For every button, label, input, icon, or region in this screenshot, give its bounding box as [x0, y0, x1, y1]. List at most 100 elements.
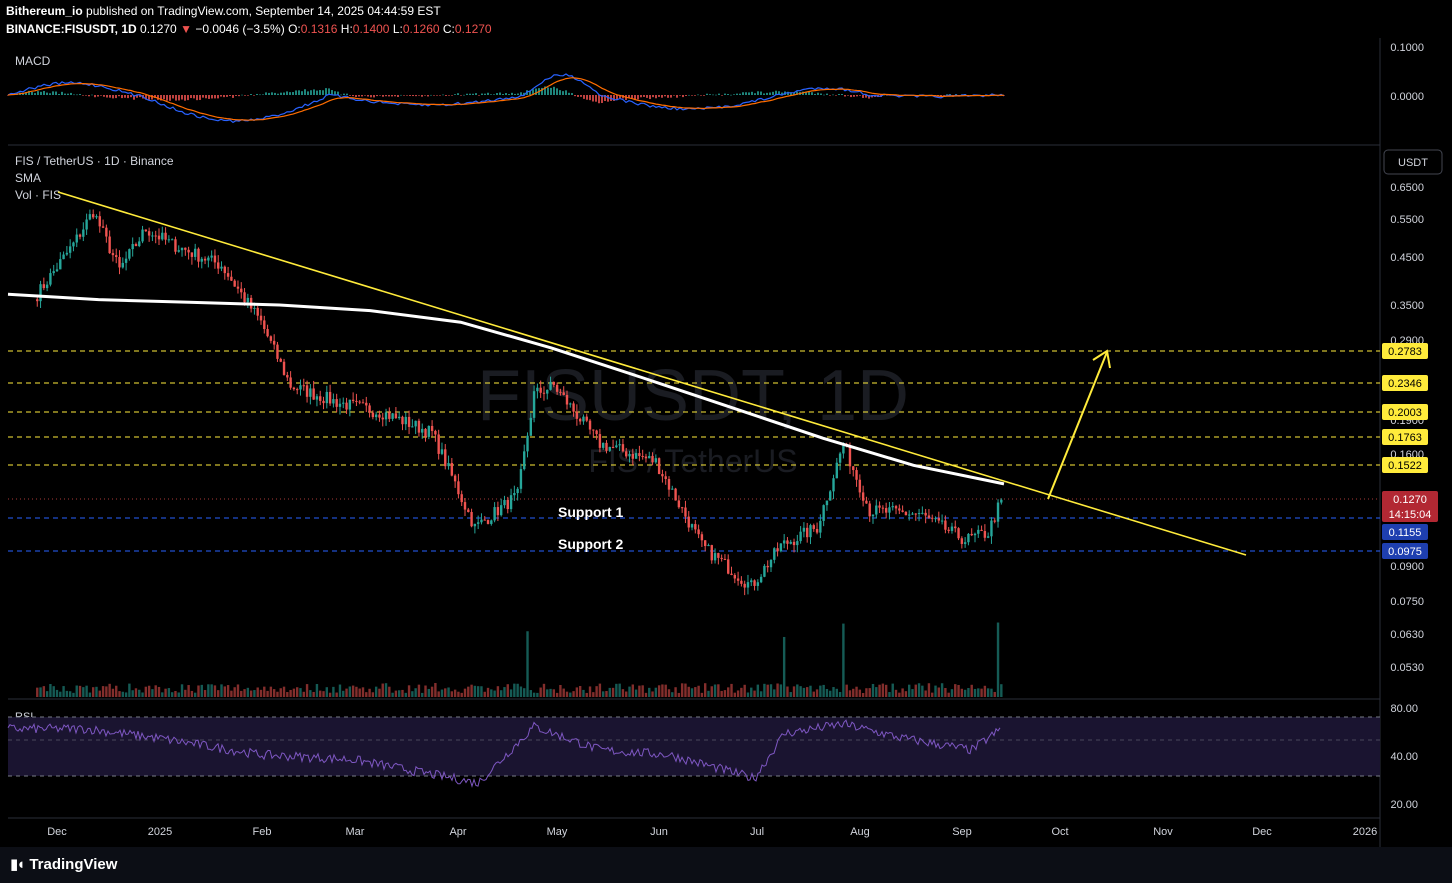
- volume-bar: [927, 683, 931, 697]
- macd-histogram-bar: [310, 90, 312, 95]
- volume-bar: [430, 686, 434, 697]
- candle-body: [404, 416, 407, 425]
- volume-bar: [499, 690, 503, 697]
- macd-histogram-bar: [157, 95, 159, 100]
- macd-histogram-bar: [748, 92, 750, 95]
- candle-body: [894, 506, 898, 509]
- volume-bar: [269, 686, 273, 697]
- candle-body: [861, 492, 865, 501]
- candle-body: [852, 466, 855, 471]
- level-badge[interactable]: [1382, 429, 1428, 445]
- volume-bar: [700, 692, 704, 697]
- level-badge[interactable]: [1382, 404, 1428, 420]
- volume-bar: [243, 689, 246, 697]
- macd-histogram-bar: [355, 95, 357, 97]
- level-badge[interactable]: [1382, 343, 1428, 359]
- last-price-badge[interactable]: [1382, 491, 1438, 522]
- volume-bar: [884, 684, 888, 697]
- level-lines[interactable]: [8, 350, 1380, 552]
- volume-bar: [82, 687, 85, 697]
- candle-body: [717, 553, 720, 558]
- volume-bar: [940, 683, 944, 697]
- candle-body: [585, 416, 588, 421]
- macd-histogram-bar: [148, 95, 150, 100]
- volume-bar: [348, 686, 352, 697]
- macd-histogram-bar: [370, 95, 372, 98]
- candle-body: [832, 478, 835, 492]
- macd-histogram-bar: [643, 95, 645, 97]
- candle-body: [88, 214, 92, 220]
- volume-bar: [516, 683, 519, 697]
- candle-body: [694, 524, 697, 530]
- candle-body: [417, 420, 421, 433]
- volume-bar: [671, 692, 674, 697]
- target-arrow-shaft[interactable]: [1047, 351, 1108, 500]
- brand[interactable]: ▮◖ TradingView: [10, 855, 117, 873]
- currency-button-label[interactable]: USDT: [1398, 157, 1428, 169]
- volume-bar: [559, 684, 562, 697]
- descending-trendline[interactable]: [57, 191, 1247, 556]
- macd-pane[interactable]: [7, 73, 1005, 124]
- candle-body: [253, 307, 256, 309]
- macd-histogram-bar: [718, 93, 720, 95]
- volume-bar: [411, 691, 414, 697]
- candle-body: [677, 500, 681, 508]
- level-badges[interactable]: 0.2783 0.2346 0.2003 0.1763 0.1522 0.127…: [1382, 343, 1438, 559]
- candle-body: [963, 542, 967, 544]
- macd-histogram-bar: [805, 91, 807, 95]
- chart-canvas[interactable]: FISUSDT, 1D FIS / TetherUS MACD FIS / Te…: [0, 0, 1452, 847]
- volume-bar: [680, 683, 684, 697]
- macd-histogram-bar: [175, 95, 177, 101]
- target-arrow[interactable]: [1047, 349, 1111, 500]
- time-axis[interactable]: Dec 2025 Feb Mar Apr May Jun Jul Aug Sep…: [47, 826, 1377, 838]
- macd-histogram-bar: [40, 91, 42, 95]
- candle-body: [105, 227, 108, 237]
- macd-histogram-bar: [79, 93, 81, 95]
- support-2-label[interactable]: Support 2: [558, 536, 624, 552]
- macd-tick: 0.1000: [1390, 42, 1424, 54]
- time-tick: Jul: [750, 826, 764, 838]
- macd-histogram-bar: [814, 93, 816, 95]
- sma-line[interactable]: [7, 292, 1005, 486]
- macd-histogram-bar: [775, 90, 777, 95]
- volume-bar: [901, 688, 904, 697]
- macd-label[interactable]: MACD: [15, 54, 51, 68]
- rsi-line[interactable]: [7, 719, 1001, 788]
- level-badge[interactable]: [1382, 457, 1428, 473]
- main-title[interactable]: FIS / TetherUS · 1D · Binance: [15, 154, 174, 168]
- volume-bar: [983, 685, 987, 697]
- volume-bar: [85, 685, 88, 697]
- volume-bar: [532, 692, 536, 697]
- volume-bar: [796, 684, 799, 697]
- volume-bar: [638, 685, 641, 697]
- macd-histogram-bar: [583, 95, 585, 99]
- candle-body: [891, 506, 894, 508]
- level-badge[interactable]: [1382, 543, 1428, 559]
- candle-body: [388, 412, 391, 419]
- candle-body: [259, 315, 263, 321]
- volume-bar: [937, 687, 941, 697]
- level-badge[interactable]: [1382, 375, 1428, 391]
- macd-histogram-bar: [232, 95, 234, 98]
- volume-bar: [792, 686, 796, 697]
- publisher-name[interactable]: Bithereum_io: [6, 4, 83, 18]
- support-1-label[interactable]: Support 1: [558, 504, 624, 520]
- macd-histogram-bar: [421, 95, 423, 97]
- level-badge[interactable]: [1382, 524, 1428, 540]
- macd-histogram-bar: [532, 89, 534, 95]
- candle-body: [648, 456, 651, 459]
- candle-body: [1000, 499, 1003, 503]
- candlestick-series[interactable]: [36, 209, 1003, 596]
- macd-histogram-bar: [136, 95, 138, 98]
- macd-histogram-bar: [946, 94, 948, 95]
- volume-bar: [674, 687, 677, 697]
- volume-bar: [799, 686, 802, 697]
- currency-button[interactable]: [1383, 149, 1443, 175]
- volume-bar: [601, 691, 605, 697]
- volume-label[interactable]: Vol · FIS: [15, 188, 61, 202]
- sma-label[interactable]: SMA: [15, 171, 41, 185]
- price-axis[interactable]: 0.6500 0.5500 0.4500 0.3500 0.2900 0.190…: [1390, 182, 1424, 674]
- candle-body: [213, 255, 217, 263]
- volume-bar: [217, 690, 220, 697]
- candle-body: [348, 399, 352, 410]
